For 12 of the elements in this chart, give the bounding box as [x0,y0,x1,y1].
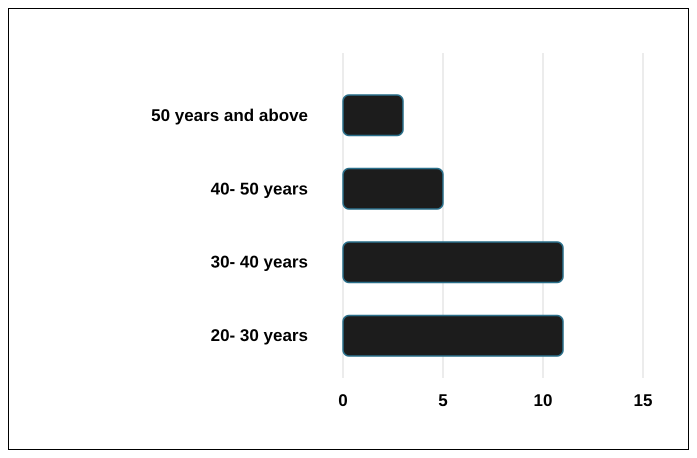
x-tick-label: 15 [634,391,652,410]
bar [342,94,404,136]
bar [342,314,564,357]
y-tick-label: 30- 40 years [210,252,308,272]
y-tick-label: 20- 30 years [210,326,308,346]
y-tick-label: 50 years and above [151,106,308,125]
bar [342,241,564,284]
x-tick-label: 5 [438,391,448,410]
bar [342,168,444,210]
x-tick-label: 0 [338,391,348,410]
y-tick-label: 40- 50 years [210,179,308,198]
x-tick-label: 10 [534,391,552,410]
